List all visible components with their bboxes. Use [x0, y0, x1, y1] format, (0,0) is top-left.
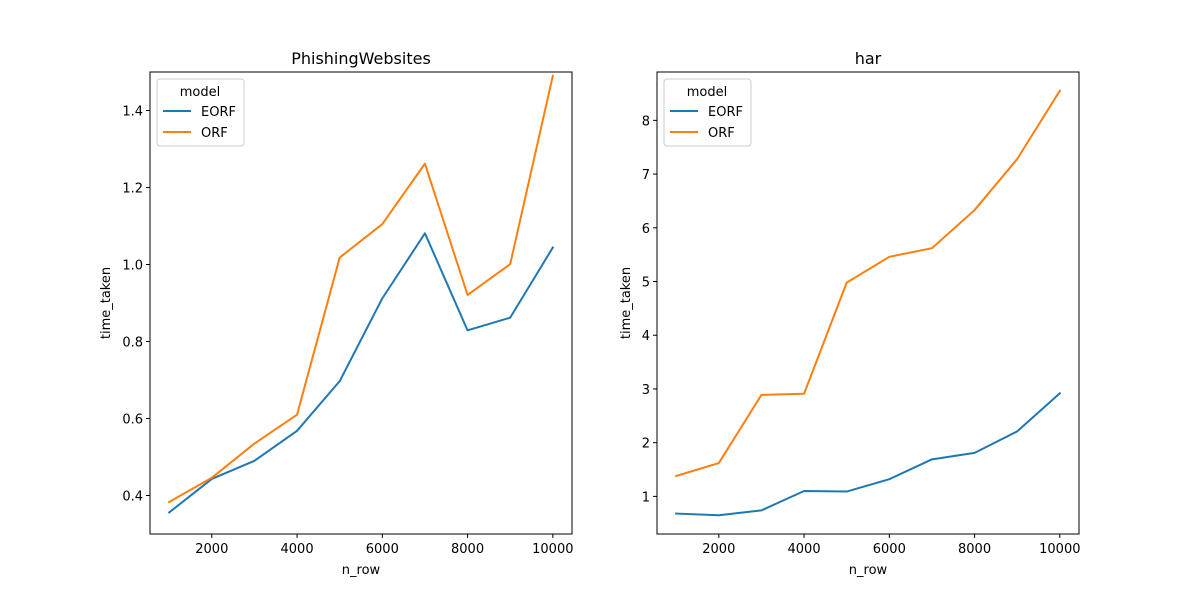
y-tick-label: 3 [642, 383, 650, 398]
legend-label-eorf: EORF [708, 105, 743, 120]
y-axis-label: time_taken [99, 267, 114, 339]
x-axis-label: n_row [849, 563, 888, 578]
y-tick-label: 4 [642, 329, 650, 344]
y-tick-label: 8 [642, 114, 650, 129]
legend-frame [663, 78, 752, 147]
y-tick-label: 0.4 [122, 490, 143, 505]
y-tick-label: 0.6 [122, 413, 143, 428]
chart-panel-phishingwebsites: PhishingWebsites 2000 4000 6000 8000 10000 0… [99, 49, 573, 578]
chart-panel-har: har 2000 4000 6000 8000 10000 1 2 3 4 5 6 7 8 n_row… [619, 49, 1080, 578]
y-tick-label: 1.0 [122, 259, 143, 274]
chart-title: har [855, 49, 882, 68]
y-tick-label: 2 [642, 437, 650, 452]
series-line-eorf [167, 232, 555, 514]
x-tick-label: 8000 [451, 542, 484, 557]
x-tick-label: 4000 [788, 542, 821, 557]
x-tick-label: 4000 [281, 542, 314, 557]
series-line-eorf [675, 391, 1062, 517]
x-tick-label: 8000 [958, 542, 991, 557]
y-tick-label: 7 [642, 168, 650, 183]
legend-label-eorf: EORF [201, 105, 236, 120]
series-line-orf [674, 89, 1062, 478]
legend-frame [156, 78, 245, 147]
y-tick-label: 0.8 [122, 336, 143, 351]
y-tick-label: 1.2 [122, 182, 143, 197]
x-tick-label: 10000 [532, 542, 573, 557]
legend-title: model [180, 85, 220, 100]
legend-label-orf: ORF [708, 126, 735, 141]
legend-label-orf: ORF [201, 126, 228, 141]
axes-frame [656, 71, 1080, 535]
x-tick-label: 6000 [873, 542, 906, 557]
legend-title: model [687, 85, 727, 100]
plot-area: 2000 4000 6000 8000 10000 1 2 3 4 5 6 7 8 [642, 71, 1080, 557]
y-tick-label: 1 [642, 490, 650, 505]
x-tick-label: 2000 [702, 542, 735, 557]
series-line-orf [167, 74, 555, 504]
y-tick-label: 1.4 [122, 105, 143, 120]
plot-area: 2000 4000 6000 8000 10000 0.4 0.6 0.8 1.0 1.2 1.4 [122, 71, 573, 557]
y-axis-label: time_taken [619, 267, 634, 339]
legend: model EORF ORF [156, 78, 245, 147]
y-tick-label: 6 [642, 222, 650, 237]
x-tick-label: 10000 [1039, 542, 1080, 557]
axes-frame [149, 71, 573, 535]
x-tick-label: 6000 [366, 542, 399, 557]
legend: model EORF ORF [663, 78, 752, 147]
chart-title: PhishingWebsites [291, 49, 431, 68]
x-tick-label: 2000 [195, 542, 228, 557]
y-tick-label: 5 [642, 276, 650, 291]
x-axis-label: n_row [342, 563, 381, 578]
